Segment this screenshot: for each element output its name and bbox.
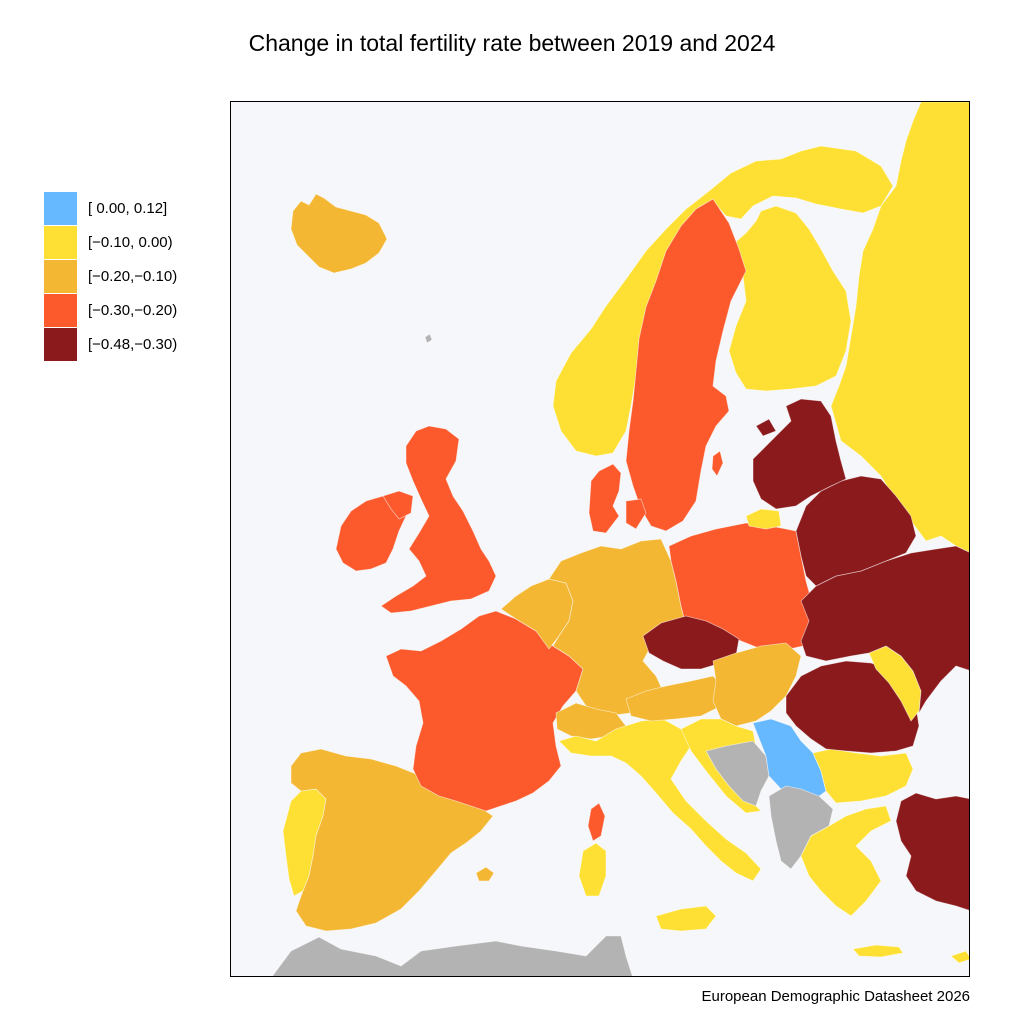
- legend-swatch: [44, 226, 77, 259]
- map-title: Change in total fertility rate between 2…: [248, 30, 776, 56]
- legend-swatch: [44, 260, 77, 293]
- region-iceland: [290, 193, 388, 274]
- region-turkey: [895, 792, 969, 911]
- region-kaliningrad: [745, 508, 782, 530]
- region-bulgaria: [812, 748, 914, 804]
- region-cyprus: [950, 950, 969, 964]
- legend-label: [−0.20,−0.10): [88, 268, 178, 285]
- region-sweden: [625, 198, 747, 532]
- region-sicily: [655, 905, 717, 932]
- region-sardinia: [578, 842, 607, 897]
- legend-swatch: [44, 294, 77, 327]
- region-greece: [800, 805, 892, 917]
- legend-label: [−0.48,−0.30): [88, 336, 178, 353]
- region-russia: [830, 102, 969, 553]
- region-france: [385, 610, 584, 812]
- map-panel: [230, 101, 970, 977]
- legend-label: [−0.30,−0.20): [88, 302, 178, 319]
- region-faroe-islands: [424, 333, 433, 344]
- region-balearic-islands: [475, 866, 495, 882]
- source-caption: European Demographic Datasheet 2026: [701, 988, 970, 1005]
- legend-label: [ 0.00, 0.12]: [88, 200, 168, 217]
- region-great-britain: [380, 425, 497, 614]
- legend-item: [−0.30,−0.20): [44, 294, 244, 327]
- region-bosnia-montenegro: [705, 740, 770, 807]
- legend-label: [−0.10, 0.00): [88, 234, 173, 251]
- region-baltic-states: [752, 398, 847, 510]
- legend-item: [−0.20,−0.10): [44, 260, 244, 293]
- region-corsica: [587, 802, 606, 842]
- region-germany: [548, 538, 687, 717]
- legend-item: [ 0.00, 0.12]: [44, 192, 244, 225]
- region-finland: [728, 205, 852, 392]
- region-northern-ireland: [382, 490, 414, 520]
- region-denmark: [588, 463, 647, 534]
- region-norway: [552, 145, 894, 457]
- region-slovakia-hungary: [712, 642, 802, 727]
- region-crete: [852, 944, 904, 958]
- legend-item: [−0.48,−0.30): [44, 328, 244, 361]
- region-gotland: [711, 450, 724, 477]
- region-ireland: [335, 495, 407, 572]
- legend-swatch: [44, 328, 77, 361]
- region-romania: [785, 660, 920, 754]
- legend-swatch: [44, 192, 77, 225]
- region-north-africa: [271, 935, 633, 976]
- legend-item: [−0.10, 0.00): [44, 226, 244, 259]
- europe-map: [271, 102, 969, 976]
